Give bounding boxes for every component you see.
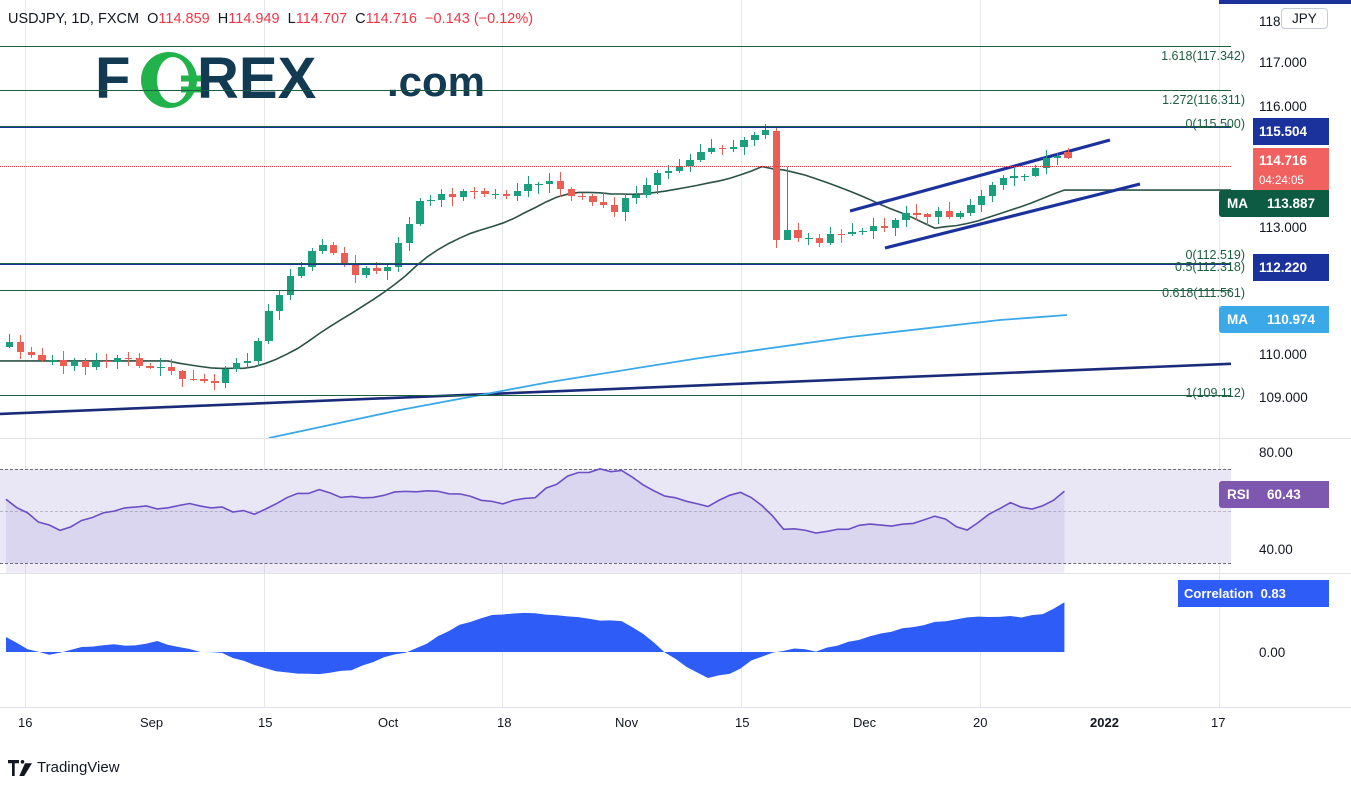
svg-text:F: F	[95, 52, 130, 108]
svg-text:.com: .com	[387, 58, 485, 105]
svg-text:REX: REX	[197, 52, 317, 108]
